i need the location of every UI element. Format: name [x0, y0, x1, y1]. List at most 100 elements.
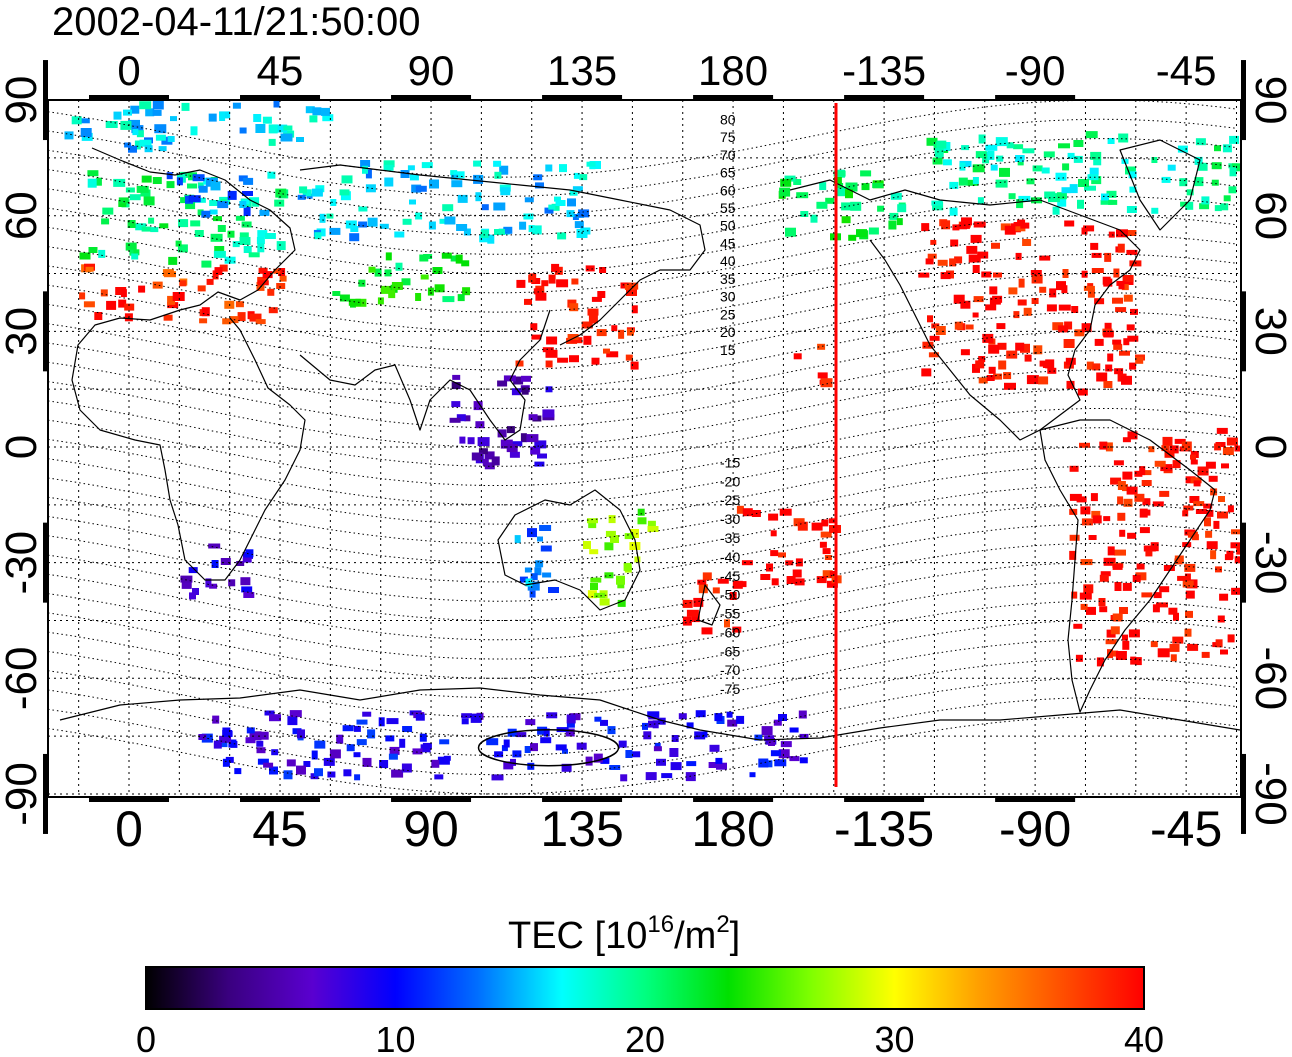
tec-cell: [1055, 172, 1067, 181]
tec-cell: [993, 373, 1003, 380]
tec-cell: [1122, 634, 1128, 641]
contour-label: 40: [720, 253, 736, 269]
tec-cell: [1105, 442, 1113, 452]
tec-cell: [296, 137, 304, 142]
tec-cell: [1118, 282, 1125, 290]
tec-cell: [1114, 549, 1126, 556]
magnetic-contour: [48, 677, 1237, 756]
tec-cell: [1103, 381, 1113, 388]
tec-cell: [1169, 643, 1180, 652]
tec-cell: [309, 115, 318, 123]
tec-cell: [386, 718, 399, 725]
tec-cell: [982, 154, 990, 164]
tec-cell: [520, 433, 527, 443]
tec-cell: [727, 719, 738, 727]
tec-cell: [1030, 270, 1042, 275]
tec-cell: [927, 253, 937, 259]
tec-cell: [1071, 306, 1079, 313]
tec-cell: [470, 713, 482, 723]
tec-cell: [456, 224, 468, 231]
tec-cell: [990, 164, 998, 171]
magnetic-contour: [48, 273, 1237, 352]
tec-cell: [997, 342, 1007, 350]
map-title: 2002-04-11/21:50:00: [52, 0, 420, 44]
tec-cell: [1061, 187, 1071, 194]
tec-cell: [1052, 206, 1060, 215]
tec-cell: [378, 717, 385, 727]
tec-cell: [274, 199, 285, 207]
tec-cell: [478, 448, 488, 455]
tec-cell: [385, 252, 392, 261]
tec-cell: [716, 762, 727, 770]
tec-cell: [950, 239, 959, 247]
tec-cell: [1193, 501, 1205, 507]
tec-cell: [456, 414, 466, 422]
tec-cell: [243, 177, 254, 185]
tec-cell: [197, 209, 204, 216]
tec-cell: [314, 768, 323, 777]
coastline-north-america: [789, 179, 1141, 441]
tec-cell: [820, 378, 833, 388]
tec-cell: [194, 230, 204, 237]
tec-cell: [268, 124, 278, 134]
tec-cell: [607, 726, 616, 735]
tec-cell: [167, 136, 175, 142]
tec-cell: [239, 201, 247, 208]
tec-cell: [970, 234, 982, 243]
longitude-labels-bottom: 0 45 90 135 180 -135 -90 -45: [115, 801, 1222, 857]
tec-cell: [715, 757, 723, 764]
tec-cell: [1119, 607, 1128, 614]
tec-cell: [377, 297, 384, 305]
tec-cell: [1073, 623, 1083, 629]
coastlines: [59, 139, 1241, 741]
tec-cell: [557, 232, 567, 240]
tec-cell: [268, 307, 278, 314]
tec-cell: [888, 220, 897, 230]
tec-cell: [1069, 184, 1078, 194]
tec-cell: [834, 187, 846, 197]
tec-cell: [190, 220, 201, 227]
south-pole-contour: [477, 728, 620, 767]
tec-cell: [327, 771, 336, 778]
tec-cell: [785, 227, 796, 237]
tec-cell: [391, 282, 403, 290]
tec-cell: [1190, 454, 1196, 460]
tec-cell: [617, 599, 626, 607]
tec-cell: [1069, 534, 1080, 541]
tec-cell: [567, 334, 579, 340]
tec-cell: [252, 201, 260, 207]
tec-cell: [402, 726, 413, 732]
colorbar-tick-label: 0: [136, 1019, 156, 1057]
tec-cell: [79, 252, 91, 260]
colorbar-gradient: [145, 966, 1145, 1010]
tec-cell: [926, 137, 938, 146]
tec-cell: [998, 360, 1007, 370]
tec-cell: [1109, 650, 1119, 657]
tec-cell: [1128, 629, 1140, 638]
tec-cell: [213, 216, 222, 222]
tec-cell: [653, 746, 662, 752]
tec-cell: [1126, 324, 1135, 331]
tec-cell: [1130, 308, 1138, 315]
tec-cell: [480, 229, 489, 238]
tec-cell: [428, 221, 436, 230]
tec-cell: [860, 170, 872, 177]
magnetic-contour: [48, 427, 1237, 506]
tec-cell: [1152, 501, 1164, 507]
tec-cell: [975, 360, 985, 369]
longitude-label-bottom: 180: [691, 801, 774, 857]
tec-cell: [349, 233, 360, 242]
frame-tick: [542, 95, 623, 100]
tec-cell: [205, 578, 212, 588]
tec-cell: [401, 763, 412, 773]
tec-cell: [816, 201, 828, 209]
tec-cell: [973, 221, 986, 228]
tec-cell: [1117, 496, 1124, 505]
tec-cell: [248, 252, 260, 258]
contour-label: 55: [720, 200, 736, 216]
tec-cell: [232, 241, 240, 248]
longitude-label-top: 90: [408, 47, 455, 94]
magnetic-contour: [48, 408, 1237, 486]
tec-cell: [385, 735, 395, 742]
frame-tick: [995, 797, 1076, 802]
